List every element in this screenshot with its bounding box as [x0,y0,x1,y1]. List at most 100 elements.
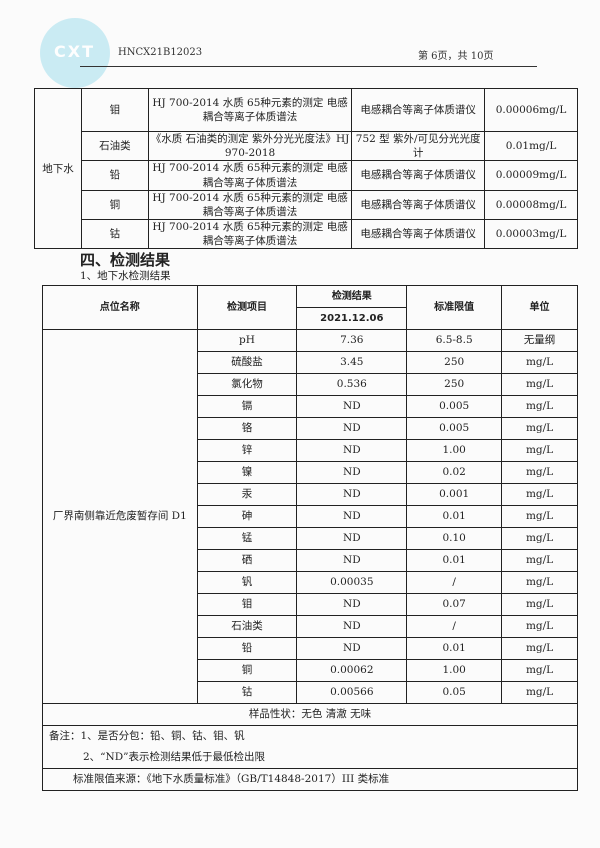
method-row: 石油类 《水质 石油类的测定 紫外分光光度法》HJ 970-2018 752 型 紫… [35,130,578,162]
unit-cell: mg/L [501,461,578,484]
method-cell: 《水质 石油类的测定 紫外分光光度法》HJ 970-2018 [147,130,353,162]
value-cell: ND [296,505,408,528]
unit-cell: mg/L [501,439,578,462]
standard-cell: 6.5-8.5 [406,329,503,352]
result-row: 钴 0.00566 0.05 mg/L [43,681,578,704]
unit-cell: mg/L [501,417,578,440]
item-cell: 硫酸盐 [196,351,298,374]
result-row: 厂界南侧靠近危废暂存间 D1 pH 7.36 6.5-8.5 无量纲 [42,329,578,704]
result-row: 铬 ND 0.005 mg/L [43,417,578,440]
value-cell: 3.45 [296,351,408,374]
method-row: 铜 HJ 700-2014 水质 65种元素的测定 电感耦合等离子体质谱法 电感耦合… [35,189,578,221]
item-cell: 石油类 [80,130,149,162]
item-cell: 汞 [196,483,298,506]
unit-cell: mg/L [501,373,578,396]
value-cell: ND [296,439,408,462]
detection-limit-cell: 0.00003mg/L [484,219,578,250]
standard-cell: 0.10 [406,527,503,550]
item-cell: 镉 [196,395,298,418]
result-row: 汞 ND 0.001 mg/L [43,483,578,506]
detection-limit-cell: 0.01mg/L [484,130,578,162]
value-cell: 0.536 [296,373,408,396]
header-item: 检测项目 [196,285,298,330]
unit-cell: mg/L [501,527,578,550]
item-cell: 钴 [196,681,298,704]
value-cell: 0.00035 [296,571,408,594]
method-cell: HJ 700-2014 水质 65种元素的测定 电感耦合等离子体质谱法 [147,160,353,191]
company-logo: CXT [40,18,110,88]
method-table: 地下水钼 HJ 700-2014 水质 65种元素的测定 电感耦合等离子体质谱法电… [34,87,578,250]
standard-cell: 250 [406,351,503,374]
item-cell: 铜 [80,189,149,221]
value-cell: ND [296,615,408,638]
item-cell: 硒 [196,549,298,572]
instrument-cell: 752 型 紫外/可见分光光度计 [351,130,486,162]
value-cell: ND [296,549,408,572]
item-cell: 氯化物 [196,373,298,396]
value-cell: ND [296,417,408,440]
header-date: 2021.12.06 [296,307,408,330]
item-cell: 镍 [196,461,298,484]
unit-cell: mg/L [501,549,578,572]
standard-cell: 1.00 [406,659,503,682]
unit-cell: mg/L [501,571,578,594]
detection-limit-cell: 0.00009mg/L [484,160,578,191]
sample-description: 样品性状：无色 清澈 无味 [42,703,578,726]
standard-cell: 0.01 [406,549,503,572]
standard-cell: 0.07 [406,593,503,616]
standard-cell: 1.00 [406,439,503,462]
header-result: 检测结果 [296,285,408,308]
standard-cell: 0.005 [406,417,503,440]
detection-limit-cell: 0.00006mg/L [484,88,578,132]
site-cell: 厂界南侧靠近危废暂存间 D1 [42,329,198,704]
method-row: 地下水钼 HJ 700-2014 水质 65种元素的测定 电感耦合等离子体质谱法电… [34,87,578,250]
header-row: 点位名称 检测项目 检测结果 标准限值 单位 [42,285,578,330]
item-cell: 锰 [196,527,298,550]
standard-cell: / [406,571,503,594]
item-cell: 铅 [80,160,149,191]
instrument-cell: 电感耦合等离子体质谱仪 [351,160,486,191]
section-title: 四、检测结果 [80,251,171,269]
standard-cell: 0.02 [406,461,503,484]
result-row: 镍 ND 0.02 mg/L [43,461,578,484]
results-table: 点位名称 检测项目 检测结果 标准限值 单位 2021.12.06 厂界南侧靠近… [42,285,578,791]
unit-cell: mg/L [501,505,578,528]
unit-cell: mg/L [501,395,578,418]
note-2: 2、“ND”表示检测结果低于最低检出限 [42,747,578,769]
item-cell: 石油类 [196,615,298,638]
value-cell: 0.00566 [296,681,408,704]
method-cell: HJ 700-2014 水质 65种元素的测定 电感耦合等离子体质谱法 [147,219,353,250]
method-row: 钴 HJ 700-2014 水质 65种元素的测定 电感耦合等离子体质谱法 电感耦合… [35,219,578,250]
detection-limit-cell: 0.00008mg/L [484,189,578,221]
value-cell: ND [296,483,408,506]
header-site: 点位名称 [42,285,198,330]
standard-cell: 0.01 [406,637,503,660]
header-divider [80,66,537,67]
standard-source: 标准限值来源：《地下水质量标准》（GB/T14848-2017）III 类标准 [42,768,578,791]
result-row: 镉 ND 0.005 mg/L [43,395,578,418]
value-cell: ND [296,461,408,484]
unit-cell: mg/L [501,351,578,374]
result-row: 铅 ND 0.01 mg/L [43,637,578,660]
item-cell: 钼 [80,88,149,132]
value-cell: ND [296,637,408,660]
value-cell: ND [296,527,408,550]
item-cell: 铅 [196,637,298,660]
value-cell: 7.36 [296,329,408,352]
header-standard: 标准限值 [406,285,503,330]
standard-cell: 0.01 [406,505,503,528]
method-cell: HJ 700-2014 水质 65种元素的测定 电感耦合等离子体质谱法 [147,88,353,132]
result-row: 钼 ND 0.07 mg/L [43,593,578,616]
instrument-cell: 电感耦合等离子体质谱仪 [351,88,486,132]
result-row: 硒 ND 0.01 mg/L [43,549,578,572]
report-number: HNCX21B12023 [118,47,203,58]
unit-cell: mg/L [501,659,578,682]
item-cell: 砷 [196,505,298,528]
instrument-cell: 电感耦合等离子体质谱仪 [351,189,486,221]
note-1: 备注：1、是否分包：铅、铜、钴、钼、钒 [42,725,578,747]
value-cell: ND [296,593,408,616]
unit-cell: mg/L [501,615,578,638]
unit-cell: mg/L [501,637,578,660]
item-cell: 钴 [80,219,149,250]
